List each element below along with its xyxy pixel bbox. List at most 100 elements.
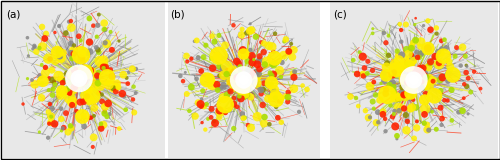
Point bbox=[78, 52, 86, 55]
Point bbox=[220, 68, 228, 70]
Point bbox=[401, 60, 409, 63]
Point bbox=[400, 80, 408, 83]
Point bbox=[80, 100, 88, 102]
Point bbox=[88, 95, 96, 97]
Point bbox=[264, 97, 272, 100]
Point bbox=[384, 54, 392, 57]
Point bbox=[220, 86, 228, 88]
Point bbox=[50, 80, 58, 83]
Point bbox=[290, 49, 298, 51]
Point bbox=[202, 128, 209, 131]
Point bbox=[94, 48, 102, 51]
Point bbox=[39, 80, 47, 83]
Point bbox=[370, 81, 378, 83]
Point bbox=[90, 24, 98, 27]
Point bbox=[369, 27, 377, 30]
Point bbox=[384, 35, 392, 37]
Point bbox=[188, 86, 196, 88]
Point bbox=[242, 52, 250, 55]
Point bbox=[470, 70, 478, 73]
Point bbox=[84, 87, 92, 90]
Point bbox=[252, 75, 260, 77]
Point bbox=[249, 71, 257, 74]
Point bbox=[248, 79, 256, 81]
Point bbox=[93, 74, 101, 77]
Point bbox=[66, 92, 74, 95]
Point bbox=[72, 86, 80, 89]
Point bbox=[403, 61, 411, 64]
Point bbox=[270, 64, 278, 67]
Point bbox=[234, 89, 242, 92]
Point bbox=[406, 59, 414, 62]
Point bbox=[410, 137, 418, 140]
Point bbox=[186, 110, 194, 112]
Point bbox=[372, 94, 380, 96]
Point bbox=[256, 58, 264, 61]
Point bbox=[68, 26, 76, 29]
Point bbox=[266, 123, 274, 125]
Point bbox=[430, 95, 438, 97]
Point bbox=[74, 82, 82, 85]
Point bbox=[398, 92, 406, 94]
Point bbox=[244, 89, 252, 92]
Point bbox=[417, 87, 425, 89]
Point bbox=[270, 57, 278, 60]
Point bbox=[100, 124, 108, 126]
Point bbox=[456, 64, 464, 67]
Point bbox=[103, 76, 111, 79]
Point bbox=[235, 96, 243, 99]
Point bbox=[420, 122, 428, 124]
Point bbox=[106, 68, 114, 71]
Point bbox=[258, 104, 266, 106]
Point bbox=[36, 131, 44, 133]
Point bbox=[220, 83, 228, 86]
Point bbox=[248, 55, 256, 57]
Point bbox=[242, 85, 250, 87]
Point bbox=[404, 64, 412, 67]
Point bbox=[225, 90, 233, 93]
Point bbox=[246, 80, 254, 82]
Point bbox=[108, 49, 116, 51]
Point bbox=[216, 116, 224, 118]
Point bbox=[44, 57, 52, 60]
Point bbox=[67, 96, 75, 99]
Point bbox=[400, 107, 408, 110]
Point bbox=[402, 129, 410, 132]
Point bbox=[362, 109, 370, 112]
Point bbox=[48, 107, 56, 110]
Point bbox=[53, 51, 61, 53]
Point bbox=[191, 115, 199, 117]
Point bbox=[390, 90, 398, 93]
Point bbox=[86, 17, 94, 20]
Point bbox=[196, 103, 204, 105]
Point bbox=[67, 127, 75, 130]
Point bbox=[406, 91, 414, 93]
Point bbox=[360, 75, 368, 77]
Point bbox=[414, 56, 422, 59]
Point bbox=[376, 99, 384, 101]
Point bbox=[454, 111, 462, 113]
Circle shape bbox=[407, 74, 420, 86]
Point bbox=[86, 117, 94, 119]
Point bbox=[424, 20, 432, 22]
Point bbox=[404, 79, 412, 82]
Point bbox=[242, 75, 250, 78]
Point bbox=[424, 47, 432, 49]
Point bbox=[278, 97, 285, 99]
Point bbox=[402, 84, 409, 87]
Point bbox=[278, 121, 285, 124]
Point bbox=[429, 80, 437, 83]
Point bbox=[76, 101, 84, 103]
Point bbox=[78, 56, 86, 59]
Point bbox=[46, 58, 54, 60]
Point bbox=[414, 83, 422, 85]
Point bbox=[244, 124, 252, 126]
Point bbox=[268, 82, 276, 84]
Point bbox=[128, 68, 136, 70]
Point bbox=[289, 72, 297, 75]
Point bbox=[420, 113, 428, 116]
Point bbox=[247, 127, 255, 129]
Point bbox=[438, 76, 446, 79]
Point bbox=[124, 82, 132, 85]
Point bbox=[303, 88, 311, 91]
